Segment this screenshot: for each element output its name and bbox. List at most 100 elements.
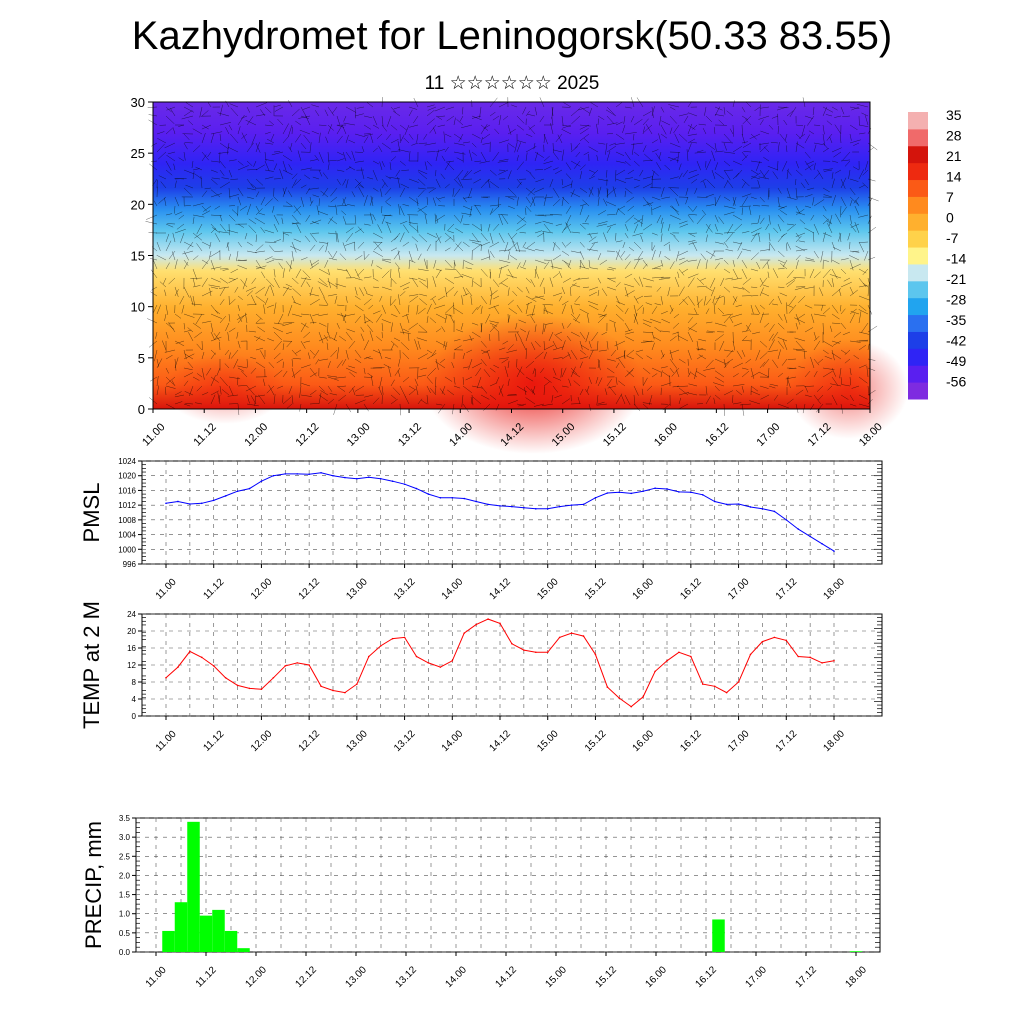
temp-point: [248, 687, 251, 690]
x-tick-label: 17.00: [726, 728, 752, 754]
pmsl-point: [451, 496, 454, 499]
pmsl-point: [427, 493, 430, 495]
temp-point: [558, 636, 561, 639]
pmsl-point: [356, 477, 358, 480]
x-tick-label: 15.00: [543, 964, 569, 990]
temp-point: [678, 651, 680, 654]
temp-point: [332, 689, 334, 692]
pmsl-point: [296, 473, 299, 475]
temp-point: [654, 670, 656, 673]
x-tick-label: 16.00: [631, 576, 657, 602]
pmsl-panel: 996 1000 1004 1008 1012 1016 1020 1024 11.00 11.1…: [79, 457, 883, 602]
y-tick-label: 4: [132, 695, 137, 704]
panel-frame: [135, 817, 881, 953]
temp-point: [713, 685, 716, 688]
upper-air-panel: 0 5 10 15 20 25 30 11.00 11.12 12.00 12.12 13.00 13.…: [131, 95, 909, 454]
pmsl-point: [678, 491, 680, 493]
y-tick-label: 30: [131, 95, 145, 110]
x-tick-label: 13.00: [344, 728, 370, 754]
colorbar-swatch: [908, 348, 928, 366]
precip-bar: [212, 909, 225, 952]
temp-point: [463, 632, 466, 634]
temp-point: [379, 645, 382, 647]
temp-point: [809, 656, 811, 659]
x-tick-label: 11.12: [201, 576, 226, 601]
pmsl-point: [701, 494, 704, 496]
x-tick-label: 11.00: [154, 576, 179, 601]
pmsl-point: [582, 503, 585, 506]
y-tick-label: 3.0: [119, 833, 131, 842]
pmsl-axis-label: PMSL: [79, 483, 104, 543]
colorbar-label: 0: [946, 210, 954, 226]
temp-point: [606, 686, 609, 688]
colorbar-label: 7: [946, 189, 954, 205]
x-tick-label: 17.00: [743, 964, 769, 990]
pmsl-point: [570, 504, 573, 506]
pmsl-point: [511, 505, 513, 508]
pmsl-point: [821, 542, 823, 545]
x-tick-label: 16.12: [703, 421, 731, 449]
temp-point: [797, 655, 800, 658]
x-tick-label: 17.12: [774, 576, 800, 602]
heatmap-warm-core: [788, 339, 909, 439]
x-tick-label: 12.00: [249, 728, 275, 754]
pmsl-point: [475, 500, 477, 503]
temp-point: [260, 688, 263, 691]
pmsl-point: [200, 502, 203, 505]
y-tick-label: 1004: [118, 531, 136, 540]
y-tick-label: 0.5: [119, 929, 131, 938]
temp-point: [725, 691, 728, 694]
temp-point: [737, 681, 740, 683]
x-tick-label: 16.00: [643, 964, 669, 990]
pmsl-point: [690, 491, 692, 494]
temp-point: [773, 636, 776, 639]
heatmap-warm-core: [164, 354, 285, 424]
y-tick-label: 1000: [118, 545, 136, 554]
y-tick-label: 5: [138, 351, 145, 366]
y-tick-label: 10: [131, 300, 145, 315]
colorbar-swatch: [908, 196, 928, 214]
colorbar-swatch: [908, 280, 928, 299]
x-tick-label: 14.00: [443, 964, 469, 990]
x-tick-label: 11.12: [194, 964, 219, 989]
temp-point: [618, 697, 621, 699]
y-tick-label: 24: [127, 610, 136, 619]
colorbar-label: 21: [946, 148, 962, 164]
y-tick-label: 1012: [118, 501, 136, 510]
x-tick-label: 16.12: [693, 964, 719, 990]
x-tick-label: 12.12: [297, 576, 323, 602]
y-tick-label: 25: [131, 146, 145, 161]
pmsl-point: [642, 490, 644, 492]
pmsl-point: [654, 487, 656, 490]
colorbar-swatch: [908, 247, 928, 265]
colorbar-swatch: [908, 128, 928, 147]
temp-point: [391, 637, 394, 640]
precip-bar: [187, 821, 200, 952]
x-tick-label: 14.00: [440, 576, 466, 602]
colorbar-swatch: [908, 263, 928, 282]
temp-point: [320, 685, 322, 688]
temp-point: [212, 665, 215, 667]
pmsl-point: [618, 491, 621, 494]
precip-bar: [174, 902, 188, 952]
panel-frame: [141, 460, 883, 565]
temp-point: [523, 649, 525, 651]
pmsl-point: [463, 497, 466, 500]
temp-point: [165, 676, 167, 679]
temp-panel: 0 4 8 12 16 20 24 11.00 11.12 12.00 12.12 13.00 13.1…: [79, 601, 883, 754]
temp-point: [749, 653, 752, 656]
temp-point: [630, 705, 633, 708]
y-tick-label: 16: [127, 644, 136, 653]
y-tick-label: 1.5: [119, 891, 131, 900]
colorbar-swatch: [908, 112, 928, 130]
colorbar-swatch: [908, 314, 928, 332]
pmsl-point: [260, 480, 263, 483]
pmsl-point: [666, 488, 668, 490]
pmsl-point: [308, 473, 310, 476]
temp-point: [761, 640, 764, 643]
temp-point: [582, 635, 585, 637]
pmsl-point: [367, 476, 370, 478]
x-tick-label: 12.00: [242, 421, 270, 449]
pmsl-point: [797, 528, 800, 530]
x-tick-label: 13.12: [396, 421, 424, 449]
